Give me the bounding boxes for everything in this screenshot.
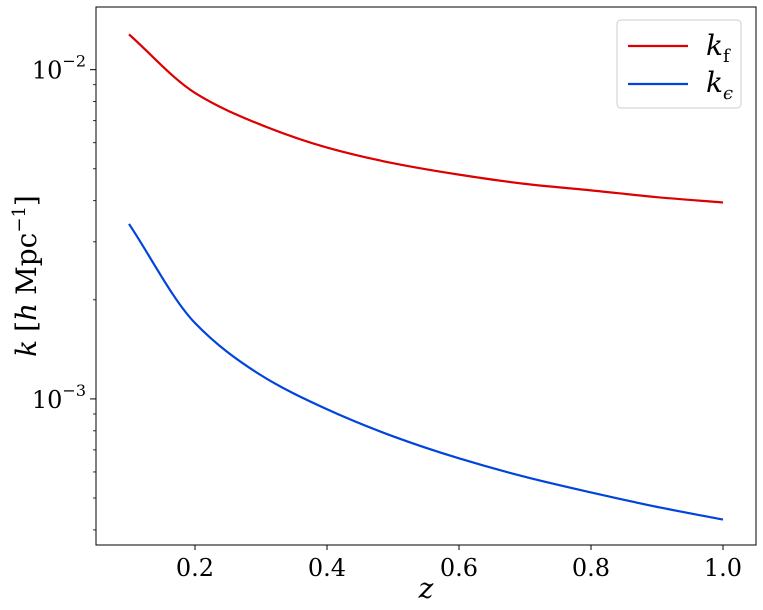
y-tick-label-base: 10 bbox=[32, 386, 63, 414]
y-axis-label-unit: Mpc bbox=[10, 233, 43, 295]
y-axis-label-var: k bbox=[10, 340, 43, 357]
ticks-layer: 0.2 0.4 0.6 0.8 1.010−210−3 bbox=[32, 52, 742, 582]
series-line-k-f bbox=[128, 33, 724, 204]
y-tick-label: 10−2 bbox=[32, 52, 86, 85]
legend-label-keps-main: k bbox=[706, 66, 723, 99]
x-axis-label: z bbox=[418, 572, 434, 605]
plot-frame bbox=[95, 6, 757, 546]
y-axis-label-exp: −1 bbox=[9, 206, 30, 233]
series-line-k-epsilon bbox=[128, 223, 724, 521]
svg-text:k[hMpc−1]: k [h Mpc−1] bbox=[9, 195, 43, 357]
legend-box bbox=[616, 19, 742, 109]
x-tick-label: 1.0 bbox=[704, 554, 742, 582]
y-axis-label-open: [ bbox=[10, 321, 43, 332]
legend-label-kf-sub: f bbox=[723, 46, 731, 67]
legend: kf kϵ bbox=[616, 19, 742, 109]
legend-label-keps-sub: ϵ bbox=[723, 83, 733, 104]
y-axis-label-close: ] bbox=[10, 195, 43, 206]
legend-label-keps: kϵ bbox=[706, 66, 733, 104]
x-tick-label: 0.8 bbox=[572, 554, 610, 582]
x-tick-label: 0.4 bbox=[308, 554, 346, 582]
x-tick-label: 0.2 bbox=[176, 554, 214, 582]
y-axis-label-h: h bbox=[10, 303, 43, 321]
x-tick-label: 0.6 bbox=[440, 554, 478, 582]
y-tick-label-base: 10 bbox=[32, 57, 63, 85]
legend-label-kf-main: k bbox=[706, 29, 723, 62]
series-layer bbox=[128, 33, 724, 521]
y-tick-label: 10−3 bbox=[32, 381, 86, 414]
y-tick-label-exp: −2 bbox=[62, 52, 86, 71]
y-axis-label: k [h Mpc−1] bbox=[9, 195, 43, 357]
y-tick-label-exp: −3 bbox=[62, 381, 86, 400]
legend-label-kf: kf bbox=[706, 29, 731, 67]
